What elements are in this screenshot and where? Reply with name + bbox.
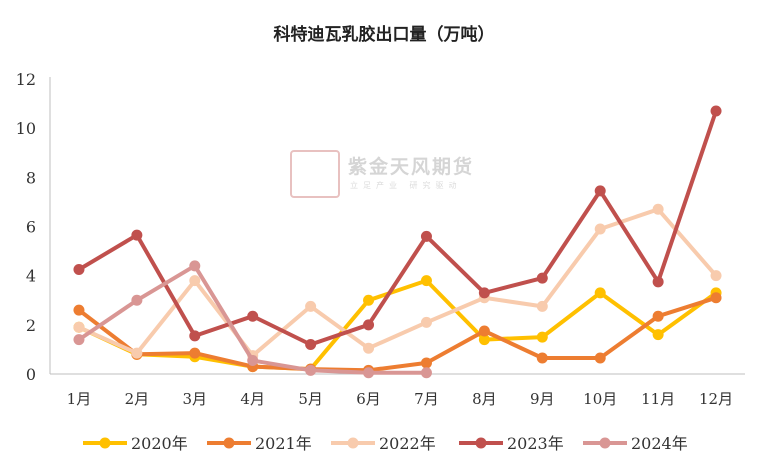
data-point — [652, 329, 664, 341]
data-point — [536, 331, 548, 343]
legend-marker — [475, 437, 487, 449]
data-point — [652, 276, 664, 288]
data-point — [536, 300, 548, 312]
data-point — [420, 316, 432, 328]
x-tick-label: 5月 — [298, 390, 323, 408]
data-point — [73, 264, 85, 276]
legend-label: 2020年 — [131, 434, 188, 453]
data-point — [305, 339, 317, 350]
data-point — [478, 334, 490, 346]
series-line — [77, 278, 718, 372]
data-point — [363, 367, 375, 379]
watermark-logo — [290, 150, 340, 198]
y-tick-label: 10 — [16, 119, 36, 138]
legend-label: 2023年 — [507, 434, 564, 453]
data-point — [363, 319, 375, 331]
data-point — [189, 260, 201, 272]
y-tick-label: 2 — [26, 316, 36, 335]
data-point — [363, 342, 375, 354]
y-tick-label: 0 — [26, 365, 36, 384]
data-point — [710, 270, 722, 282]
data-point — [594, 287, 606, 299]
x-tick-label: 9月 — [530, 390, 555, 408]
data-point — [478, 287, 490, 299]
legend-label: 2022年 — [379, 434, 436, 453]
data-point — [131, 347, 143, 359]
watermark-brand: 紫金天风期货 — [348, 156, 475, 178]
legend-marker — [347, 437, 359, 449]
data-point — [189, 275, 201, 287]
data-point — [420, 357, 432, 369]
data-point — [73, 334, 85, 346]
series-line — [77, 109, 718, 347]
watermark: 紫金天风期货 立足产业 研究驱动 — [290, 150, 490, 200]
data-point — [131, 294, 143, 306]
x-tick-label: 3月 — [183, 390, 208, 408]
data-point — [594, 352, 606, 364]
data-point — [536, 272, 548, 284]
data-point — [189, 347, 201, 359]
legend-marker — [99, 437, 111, 449]
data-point — [594, 223, 606, 235]
x-tick-label: 11月 — [641, 390, 675, 408]
series-line — [77, 295, 718, 373]
x-tick-label: 4月 — [240, 390, 265, 408]
data-point — [73, 321, 85, 333]
data-point — [247, 310, 259, 322]
x-tick-label: 2月 — [125, 390, 150, 408]
legend-marker — [223, 437, 235, 449]
legend-marker — [599, 437, 611, 449]
data-point — [247, 354, 259, 366]
data-point — [420, 275, 432, 287]
data-point — [652, 310, 664, 322]
data-point — [594, 185, 606, 197]
data-point — [305, 300, 317, 312]
y-tick-label: 4 — [26, 267, 36, 286]
chart-title: 科特迪瓦乳胶出口量（万吨） — [273, 25, 495, 45]
y-tick-label: 12 — [16, 70, 36, 89]
data-point — [652, 203, 664, 215]
data-point — [420, 230, 432, 242]
x-tick-label: 7月 — [414, 390, 439, 408]
data-point — [420, 367, 432, 379]
y-tick-label: 6 — [26, 218, 36, 237]
data-point — [189, 330, 201, 342]
data-point — [73, 304, 85, 316]
data-point — [710, 105, 722, 117]
x-tick-label: 6月 — [356, 390, 381, 408]
data-point — [131, 229, 143, 241]
data-point — [363, 294, 375, 306]
data-point — [478, 325, 490, 337]
watermark-slogan: 立足产业 研究驱动 — [350, 181, 462, 190]
series-line — [77, 207, 718, 358]
legend-label: 2024年 — [631, 434, 688, 453]
data-point — [536, 352, 548, 364]
x-tick-label: 1月 — [67, 390, 92, 408]
x-tick-label: 8月 — [472, 390, 497, 408]
x-tick-label: 10月 — [583, 390, 617, 408]
data-point — [305, 364, 317, 376]
y-tick-label: 8 — [26, 168, 36, 187]
data-point — [710, 292, 722, 304]
x-tick-label: 12月 — [699, 390, 733, 408]
legend-label: 2021年 — [255, 434, 312, 453]
